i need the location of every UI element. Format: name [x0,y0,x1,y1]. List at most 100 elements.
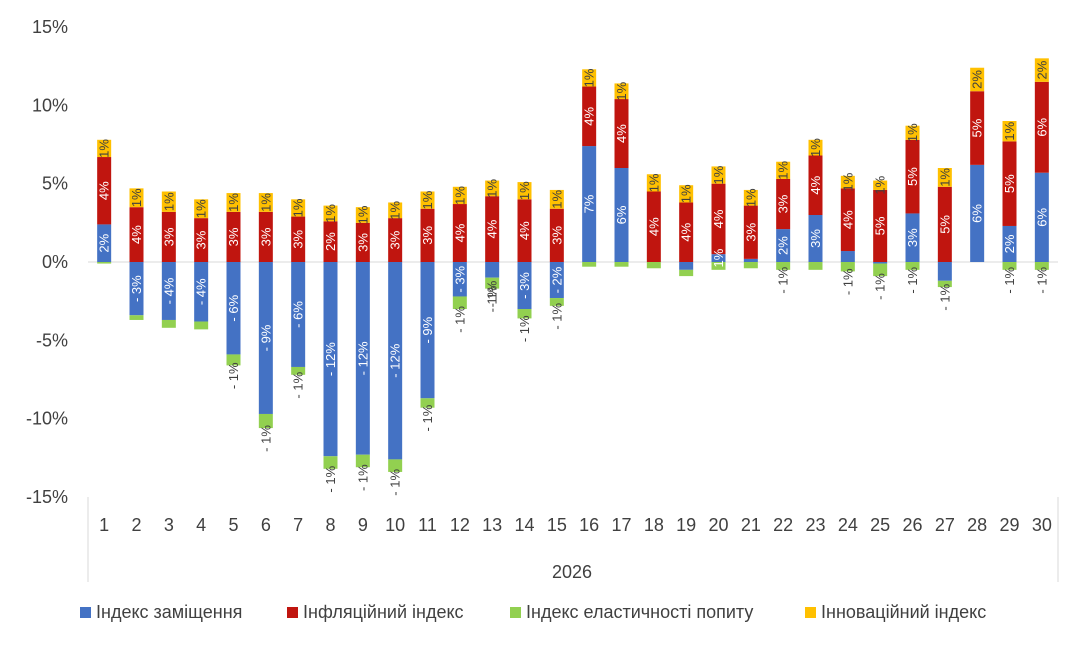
data-label: 1% [614,81,629,100]
bar-segment [905,125,920,140]
x-tick-label: 16 [579,515,599,535]
bar-segment [582,86,597,147]
data-label: - 1% [937,283,952,310]
bar-segment [485,180,500,197]
bar-segment [873,189,888,262]
data-label: 1% [485,179,500,198]
bar-segment [614,83,629,100]
bar-segment [226,211,241,262]
bar-segment [614,168,629,262]
bar-segment [420,262,435,399]
x-tick-label: 26 [902,515,922,535]
data-label: 3% [194,230,209,249]
bar-segment [355,454,370,468]
bar-segment [873,262,888,264]
bar-segment [840,262,855,272]
bar-segment [258,193,273,212]
legend: Індекс заміщення Інфляційний індекс Індекс… [80,602,986,622]
data-label: 4% [485,219,500,238]
data-label: 1% [873,175,888,194]
x-tick-label: 29 [999,515,1019,535]
bar-segment [291,262,306,367]
bar-segment [679,262,694,270]
data-label: - 12% [323,342,338,376]
bar-segment [226,262,241,355]
legend-swatch [80,607,91,618]
bar-segment [743,205,758,259]
bar-segment [355,222,370,262]
bar-segment [776,161,791,179]
data-label: - 3% [517,272,532,299]
data-label: - 3% [129,275,144,302]
data-label: 1% [905,123,920,142]
x-tick-label: 1 [99,515,109,535]
data-label: 5% [873,216,888,235]
bar-segment [291,216,306,262]
bar-segment [517,199,532,262]
bar-segment [388,262,403,460]
bar-segment [549,298,564,306]
bar-segment [1002,121,1017,142]
x-tick-label: 14 [514,515,534,535]
bar-segment [743,258,758,262]
data-label: 5% [970,118,985,137]
bar-segment [485,196,500,262]
x-tick-label: 19 [676,515,696,535]
data-label: - 1% [388,469,403,496]
data-label: 3% [549,226,564,245]
data-label: - 1% [485,280,500,307]
x-tick-label: 6 [261,515,271,535]
bar-segment [388,459,403,472]
bar-segment [937,186,952,262]
bar-segment [161,319,176,328]
bar-segment [1034,172,1049,262]
data-label: 4% [840,210,855,229]
bar-segment [161,191,176,212]
x-tick-label: 15 [547,515,567,535]
data-label: - 1% [226,362,241,389]
x-tick-label: 27 [935,515,955,535]
bar-segment [388,202,403,219]
y-tick-label: 10% [32,95,68,115]
data-label: 2% [323,232,338,251]
y-tick-label: 15% [32,17,68,37]
bar-segment [485,277,500,289]
bar-segment [549,262,564,299]
bar-segment [970,164,985,262]
data-label: 6% [970,204,985,223]
data-label: 1% [711,165,726,184]
data-label: 3% [905,228,920,247]
data-label: - 2% [549,266,564,293]
data-label: - 1% [873,273,888,300]
x-tick-label: 9 [358,515,368,535]
bar-segment [355,262,370,455]
data-label: - 1% [549,302,564,329]
bar-segment [743,189,758,206]
data-label: 1% [582,68,597,87]
bar-segment [452,186,467,205]
data-label: 5% [937,215,952,234]
data-label: - 12% [388,343,403,377]
data-label: 2% [97,233,112,252]
bar-segment [129,262,144,316]
data-label: 1% [258,193,273,212]
bar-segment [646,174,661,192]
x-tick-label: 12 [450,515,470,535]
legend-swatch [805,607,816,618]
data-label: 1% [291,198,306,217]
y-tick-label: -10% [26,409,68,429]
data-label: 1% [194,199,209,218]
bar-segment [679,202,694,262]
data-label: 3% [808,229,823,248]
bar-segment [258,211,273,262]
data-label: 4% [711,209,726,228]
legend-label: Інноваційний індекс [821,602,986,622]
bar-segment [646,262,661,269]
data-label: 1% [97,139,112,158]
x-tick-label: 10 [385,515,405,535]
bar-segment [517,262,532,309]
bar-segment [388,218,403,262]
bar-segment [420,191,435,209]
data-label: - 1% [452,306,467,333]
data-label: 1% [323,204,338,223]
